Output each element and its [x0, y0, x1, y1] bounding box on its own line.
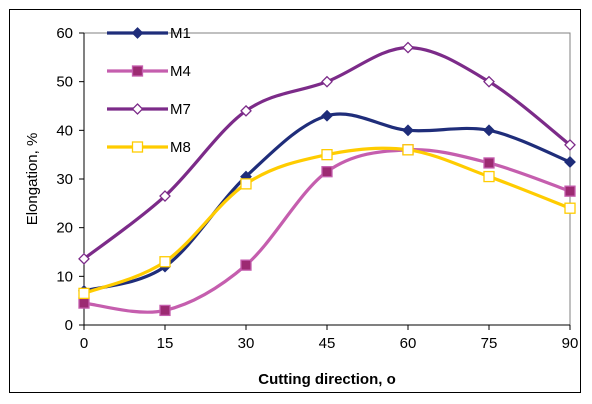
legend-label-m7: M7 [170, 101, 191, 118]
data-point-m8 [78, 287, 90, 300]
y-tick-label: 10 [56, 268, 73, 285]
x-tick-label: 15 [157, 335, 174, 352]
legend-label-m1: M1 [170, 25, 191, 42]
data-point-m4 [321, 166, 333, 178]
data-point-m8 [402, 144, 414, 156]
legend-marker-m8 [131, 141, 144, 153]
y-tick-label: 60 [56, 25, 73, 42]
legend-label-m8: M8 [170, 139, 191, 156]
legend-entry-m8: M8 [107, 139, 191, 156]
data-point-m4 [564, 185, 576, 197]
data-point-m7 [321, 75, 333, 88]
x-tick-label: 60 [400, 335, 417, 352]
data-point-m4 [240, 259, 252, 271]
y-tick-label: 0 [65, 317, 73, 334]
data-point-m7 [483, 75, 495, 88]
x-tick-label: 0 [80, 335, 88, 352]
data-point-m7 [159, 190, 171, 202]
series-m8 [78, 144, 576, 300]
legend-marker-m1 [131, 27, 144, 39]
x-axis-title: Cutting direction, o [258, 371, 395, 388]
y-tick-label: 30 [56, 171, 73, 188]
data-point-m7 [240, 104, 252, 117]
data-point-m1 [402, 124, 414, 137]
data-point-m8 [483, 170, 495, 183]
data-point-m8 [240, 178, 252, 190]
legend: M1 M4 M7 M8 [107, 25, 191, 156]
x-tick-label: 30 [238, 335, 255, 352]
data-point-m7 [402, 41, 414, 54]
data-point-m8 [564, 202, 576, 214]
data-point-m4 [483, 157, 495, 169]
data-point-m7 [564, 139, 576, 151]
legend-entry-m1: M1 [107, 25, 191, 42]
data-point-m1 [483, 124, 495, 137]
x-tick-label: 45 [319, 335, 336, 352]
x-tick-label: 75 [481, 335, 498, 352]
data-point-m1 [321, 109, 333, 122]
legend-entry-m4: M4 [107, 63, 191, 80]
data-point-m8 [159, 256, 171, 268]
data-point-m1 [564, 156, 576, 168]
y-tick-label: 50 [56, 74, 73, 91]
y-tick-label: 20 [56, 220, 73, 237]
data-point-m7 [78, 252, 90, 265]
data-point-m4 [78, 297, 90, 309]
legend-entry-m7: M7 [107, 101, 191, 118]
y-tick-label: 40 [56, 122, 73, 139]
series-layer [78, 41, 576, 317]
axis-ticks: 0 15 30 45 60 75 90 0 10 20 30 40 50 60 [56, 25, 578, 352]
x-tick-label: 90 [562, 335, 579, 352]
data-point-m4 [159, 304, 171, 317]
data-point-m8 [321, 149, 333, 161]
series-m7 [78, 41, 576, 265]
legend-marker-m4 [131, 65, 144, 77]
legend-marker-m7 [131, 103, 144, 115]
legend-label-m4: M4 [170, 63, 191, 80]
y-axis-title: Elongation, % [24, 133, 41, 226]
